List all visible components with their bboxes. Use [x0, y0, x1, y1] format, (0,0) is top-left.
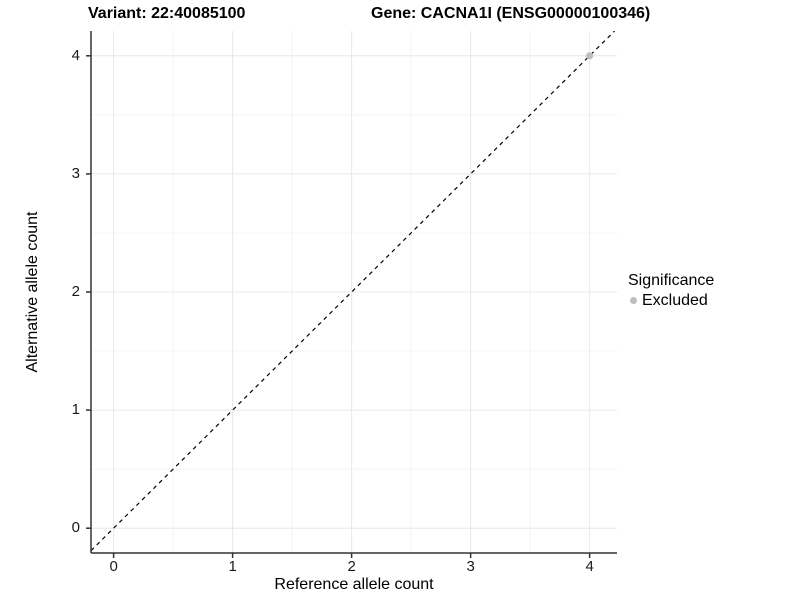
legend-item-excluded: Excluded — [628, 291, 714, 310]
x-tick-label: 0 — [109, 558, 118, 575]
legend: Significance Excluded — [628, 271, 714, 310]
x-tick-label: 1 — [228, 558, 237, 575]
y-tick-label: 0 — [71, 519, 80, 537]
y-tick-label: 4 — [71, 46, 80, 64]
x-tick-label: 2 — [347, 558, 356, 575]
data-point-excluded — [586, 52, 594, 60]
y-tick-label: 2 — [71, 283, 80, 300]
legend-title: Significance — [628, 272, 715, 289]
gene-title: Gene: CACNA1I (ENSG00000100346) — [371, 5, 651, 22]
x-axis-label: Reference allele count — [274, 576, 434, 593]
excluded-point-icon — [630, 297, 637, 304]
variant-title: Variant: 22:40085100 — [88, 5, 246, 22]
y-axis-label: Alternative allele count — [24, 211, 41, 373]
y-tick-label: 3 — [71, 164, 80, 182]
identity-dashed-line — [90, 31, 616, 552]
x-tick-label: 4 — [585, 558, 594, 575]
y-tick-label: 1 — [71, 401, 80, 419]
legend-item-label: Excluded — [642, 292, 708, 309]
x-tick-label: 3 — [466, 558, 475, 575]
plot-panel — [86, 31, 617, 558]
